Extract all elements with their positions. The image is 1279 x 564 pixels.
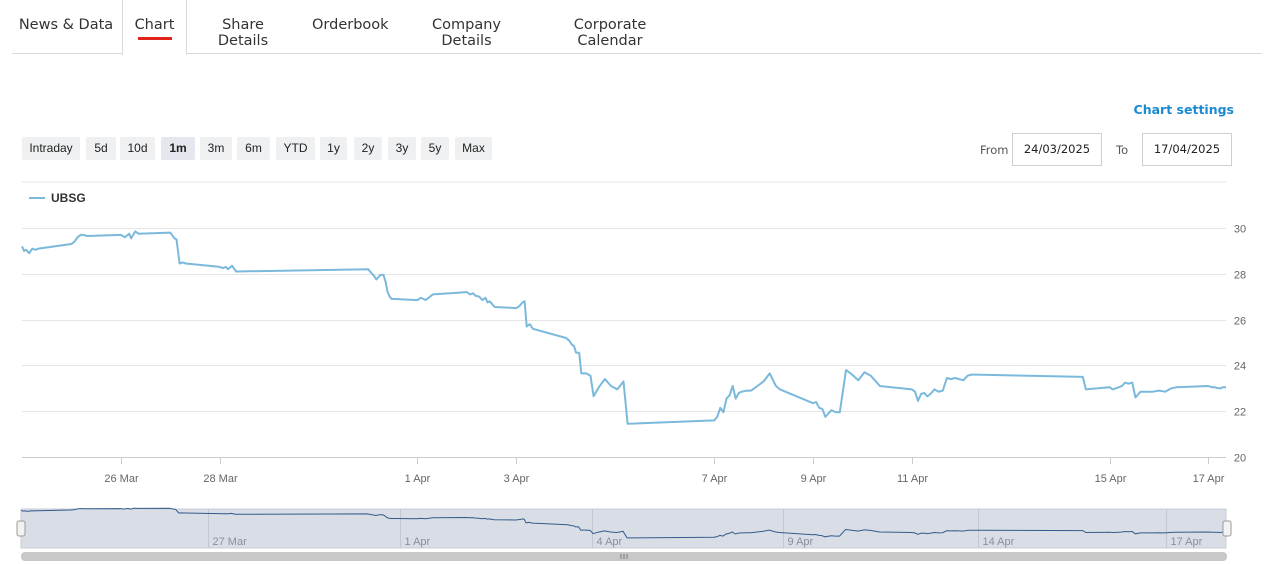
navigator-series	[20, 507, 1226, 539]
active-tab-indicator	[137, 37, 172, 40]
legend[interactable]: UBSG	[29, 191, 86, 205]
x-tick-label: 26 Mar	[104, 473, 139, 485]
range-button-2y[interactable]: 2y	[354, 137, 382, 160]
tab-orderbook[interactable]: Orderbook	[312, 0, 389, 54]
range-button-3y[interactable]: 3y	[388, 137, 416, 160]
navigator-tick-label: 17 Apr	[1171, 536, 1203, 548]
navigator-ticks: 27 Mar 1 Apr 4 Apr 9 Apr 14 Apr 17 Apr	[208, 509, 1203, 548]
x-axis-labels: 26 Mar 28 Mar 1 Apr 3 Apr 7 Apr 9 Apr 11 Apr 15…	[104, 457, 1225, 485]
gridlines	[22, 181, 1226, 458]
tab-label: News & Data	[18, 17, 114, 33]
navigator-tick-label: 4 Apr	[597, 536, 623, 548]
x-tick-label: 9 Apr	[801, 473, 827, 485]
navigator-line	[20, 507, 1226, 539]
y-tick-label: 28	[1234, 270, 1246, 282]
x-tick-label: 17 Apr	[1193, 473, 1225, 485]
y-axis-labels: 20 22 24 26 28 30	[1234, 224, 1246, 465]
navigator-tick-label: 1 Apr	[405, 536, 431, 548]
to-date-input[interactable]: 17/04/2025	[1142, 133, 1232, 166]
range-button-3m[interactable]: 3m	[200, 137, 232, 160]
series-ubsg	[21, 230, 1226, 425]
chart-settings-link[interactable]: Chart settings	[1133, 102, 1234, 117]
navigator-tick-label: 27 Mar	[213, 536, 248, 548]
y-tick-label: 20	[1234, 453, 1246, 465]
x-tick-label: 7 Apr	[702, 473, 728, 485]
range-button-max[interactable]: Max	[455, 137, 492, 160]
range-button-10d[interactable]: 10d	[120, 137, 155, 160]
tab-label: Company Details	[432, 17, 501, 49]
navigator-selection[interactable]	[20, 508, 1227, 549]
range-button-5d[interactable]: 5d	[86, 137, 116, 160]
y-tick-label: 26	[1234, 316, 1246, 328]
navigator-tick-label: 14 Apr	[983, 536, 1015, 548]
tab-news-data[interactable]: News & Data	[14, 0, 118, 54]
navigator-left-handle[interactable]	[16, 520, 26, 537]
range-button-5y[interactable]: 5y	[421, 137, 449, 160]
y-tick-label: 22	[1234, 407, 1246, 419]
x-tick-label: 15 Apr	[1095, 473, 1127, 485]
x-tick-label: 3 Apr	[504, 473, 530, 485]
legend-label-ubsg: UBSG	[51, 191, 86, 205]
tab-corporate-calendar[interactable]: Corporate Calendar	[547, 0, 673, 54]
range-button-ytd[interactable]: YTD	[276, 137, 315, 160]
tab-share-details[interactable]: Share Details	[198, 0, 288, 54]
y-tick-label: 24	[1234, 361, 1246, 373]
tab-chart[interactable]: Chart	[122, 0, 187, 55]
range-button-1m[interactable]: 1m	[161, 137, 195, 160]
tab-label: Corporate Calendar	[573, 17, 647, 49]
range-button-intraday[interactable]: Intraday	[22, 137, 80, 160]
navigator-tick-label: 9 Apr	[788, 536, 814, 548]
series-line-ubsg	[21, 230, 1226, 425]
range-button-1y[interactable]: 1y	[320, 137, 347, 160]
navigator[interactable]: 27 Mar 1 Apr 4 Apr 9 Apr 14 Apr 17 Apr	[16, 507, 1232, 561]
tab-bar: News & Data Chart Share Details Orderboo…	[12, 0, 1262, 55]
tab-company-details[interactable]: Company Details	[410, 0, 523, 54]
tab-label: Chart	[134, 17, 175, 33]
x-tick-label: 28 Mar	[203, 473, 238, 485]
x-tick-label: 11 Apr	[897, 473, 928, 485]
scrollbar-grip-icon	[620, 554, 628, 559]
from-date-input[interactable]: 24/03/2025	[1012, 133, 1102, 166]
from-label: From	[980, 143, 1009, 157]
range-button-6m[interactable]: 6m	[237, 137, 270, 160]
tab-label: Share Details	[217, 17, 269, 49]
y-tick-label: 30	[1234, 224, 1246, 236]
navigator-right-handle[interactable]	[1222, 520, 1232, 537]
tab-label: Orderbook	[312, 17, 389, 33]
to-label: To	[1116, 143, 1129, 157]
x-tick-label: 1 Apr	[405, 473, 431, 485]
